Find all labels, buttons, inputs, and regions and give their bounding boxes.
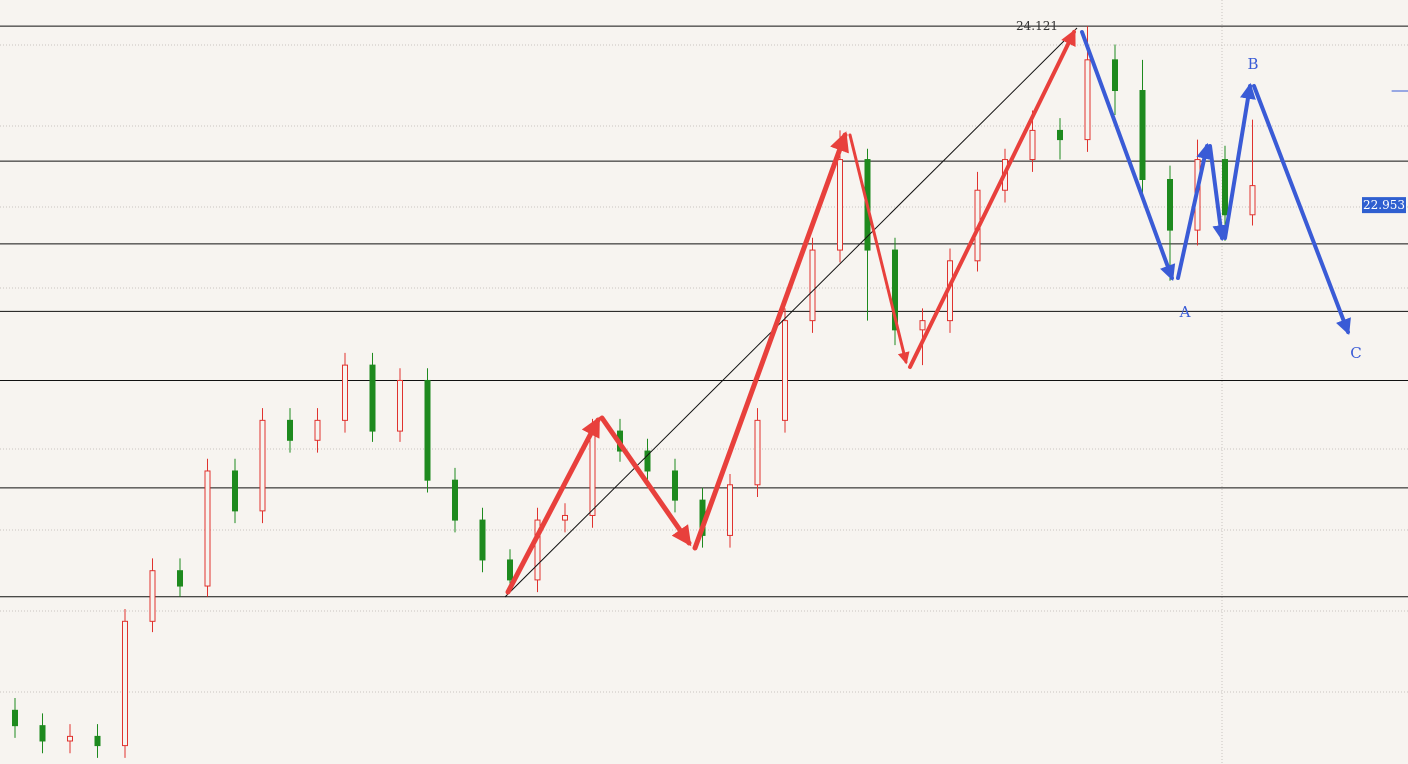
candle-body [342,364,348,421]
candle-body [1249,185,1256,216]
candle-body [204,470,211,587]
tags: 24.121 22.953 [1016,19,1406,214]
candle-body [12,709,18,727]
candle-body [534,519,541,581]
blue-waves [1080,30,1408,335]
trend-line [504,27,1078,598]
candle-body [589,430,596,516]
candle-body [1222,159,1228,216]
candle-body [727,484,733,536]
candle-body [644,450,651,472]
candle-body [809,249,816,322]
red-waves [505,29,1076,595]
candle-body [149,570,156,622]
candle-body [67,735,73,742]
candle-body [754,419,761,486]
candle-body [424,379,431,481]
candle-body [892,249,898,331]
candle-body [1084,59,1091,141]
candle-body [177,570,183,587]
wave-label: A [1179,303,1191,321]
price-tag-bg [1362,197,1406,214]
candle-body [1139,90,1146,180]
candle-body [452,479,458,521]
candle-body [122,620,128,747]
candle-body [507,559,513,581]
candle-body [837,159,843,251]
wave-label: B [1247,55,1258,73]
candle-body [1112,59,1118,92]
wave-labels: A B C [1179,55,1362,362]
candle-body [39,725,46,742]
candle-body [1029,129,1036,161]
candle-body [287,419,293,441]
candle-body [259,419,266,512]
candle-body [672,470,678,501]
candle-body [782,320,788,421]
candle-body [369,364,376,432]
candle-body [1167,178,1173,231]
candle-body [1057,129,1063,141]
price-tag: 22.953 [1363,198,1405,212]
candle-body [314,419,321,441]
candle-body [232,470,238,512]
candle-body [562,514,568,521]
candle-body [479,519,486,561]
candles [12,26,1256,758]
high-label: 24.121 [1016,19,1058,33]
candle-body [94,735,101,747]
candle-body [397,379,403,432]
wave-label: C [1350,344,1361,362]
candle-body [919,320,926,331]
